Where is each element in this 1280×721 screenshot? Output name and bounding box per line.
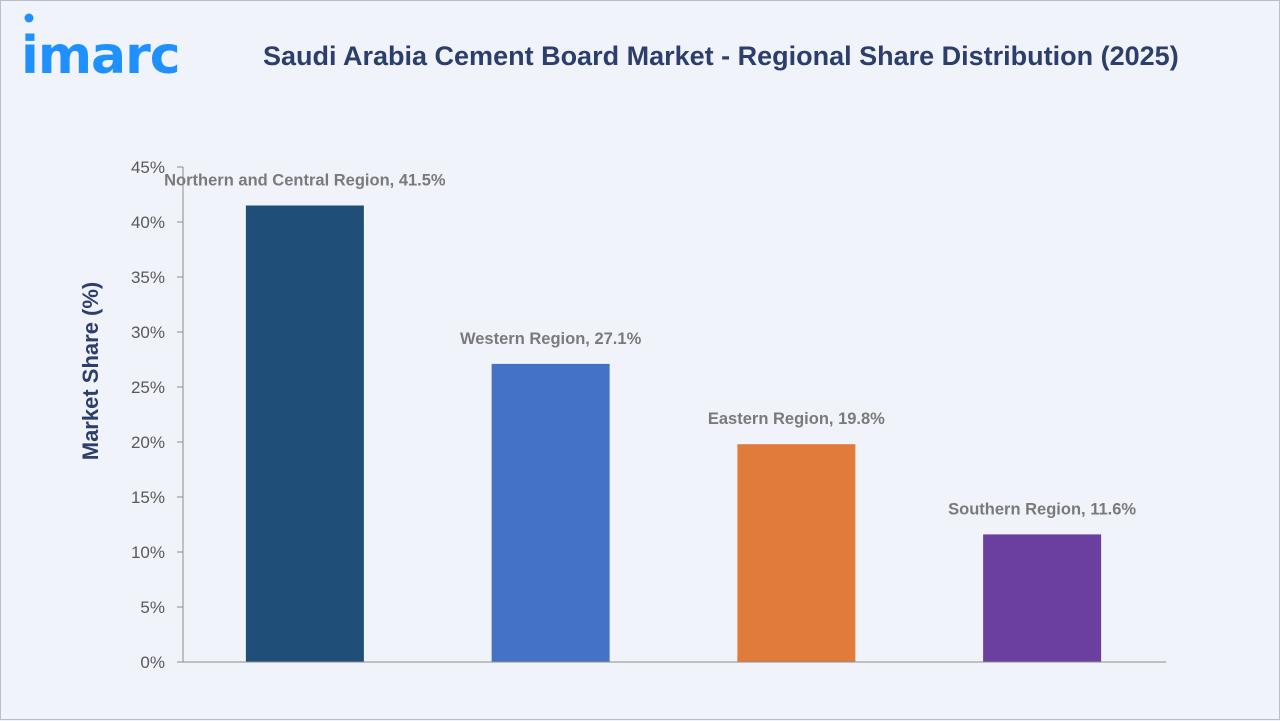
y-tick-label: 10% [131, 543, 165, 562]
imarc-logo: imarc [21, 13, 181, 81]
data-label: Northern and Central Region, 41.5% [164, 172, 446, 190]
y-tick-label: 40% [131, 213, 165, 232]
y-tick-label: 45% [131, 158, 165, 177]
bar-southern-region [983, 534, 1102, 662]
bar-eastern-region [737, 444, 856, 662]
page-title: Saudi Arabia Cement Board Market - Regio… [263, 41, 1179, 71]
y-tick-label: 35% [131, 268, 165, 287]
data-label: Eastern Region, 19.8% [708, 410, 885, 428]
y-axis-title: Market Share (%) [78, 282, 103, 461]
bar-western-region [491, 363, 610, 662]
svg-text:imarc: imarc [21, 26, 180, 81]
y-tick-label: 15% [131, 488, 165, 507]
y-tick-label: 5% [140, 598, 165, 617]
y-tick-label: 25% [131, 378, 165, 397]
y-tick-label: 0% [140, 653, 165, 672]
y-tick-label: 20% [131, 433, 165, 452]
y-tick-label: 30% [131, 323, 165, 342]
data-label: Western Region, 27.1% [460, 330, 642, 348]
data-label: Southern Region, 11.6% [948, 500, 1136, 518]
bar-northern-and-central-region [245, 205, 364, 662]
